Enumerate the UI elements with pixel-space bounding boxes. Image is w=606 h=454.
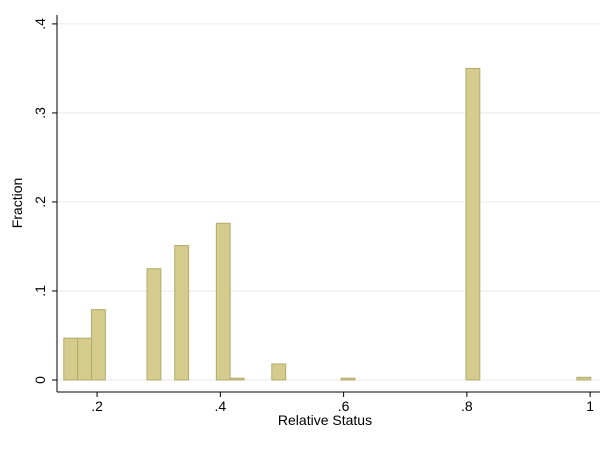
y-tick-label: .4: [32, 18, 48, 30]
x-tick-label: .8: [461, 398, 473, 414]
bar: [229, 377, 245, 381]
x-tick-label: 1: [586, 398, 594, 414]
bar: [271, 363, 287, 381]
bar: [91, 309, 106, 381]
x-tick-label: .6: [338, 398, 350, 414]
bar: [63, 337, 79, 381]
bar: [465, 67, 481, 381]
y-tick-label: .2: [32, 196, 48, 208]
bar: [576, 376, 592, 381]
bar: [146, 268, 162, 381]
y-axis-label: Fraction: [9, 178, 25, 229]
y-tick-label: .3: [32, 107, 48, 119]
bar: [174, 245, 190, 381]
bar: [77, 337, 93, 381]
x-tick-label: .2: [91, 398, 103, 414]
x-tick-label: .4: [214, 398, 226, 414]
bar: [340, 377, 356, 381]
y-tick-label: .1: [32, 285, 48, 297]
bar: [215, 222, 231, 381]
y-tick-label: 0: [32, 376, 48, 384]
x-axis-label: Relative Status: [278, 412, 372, 428]
